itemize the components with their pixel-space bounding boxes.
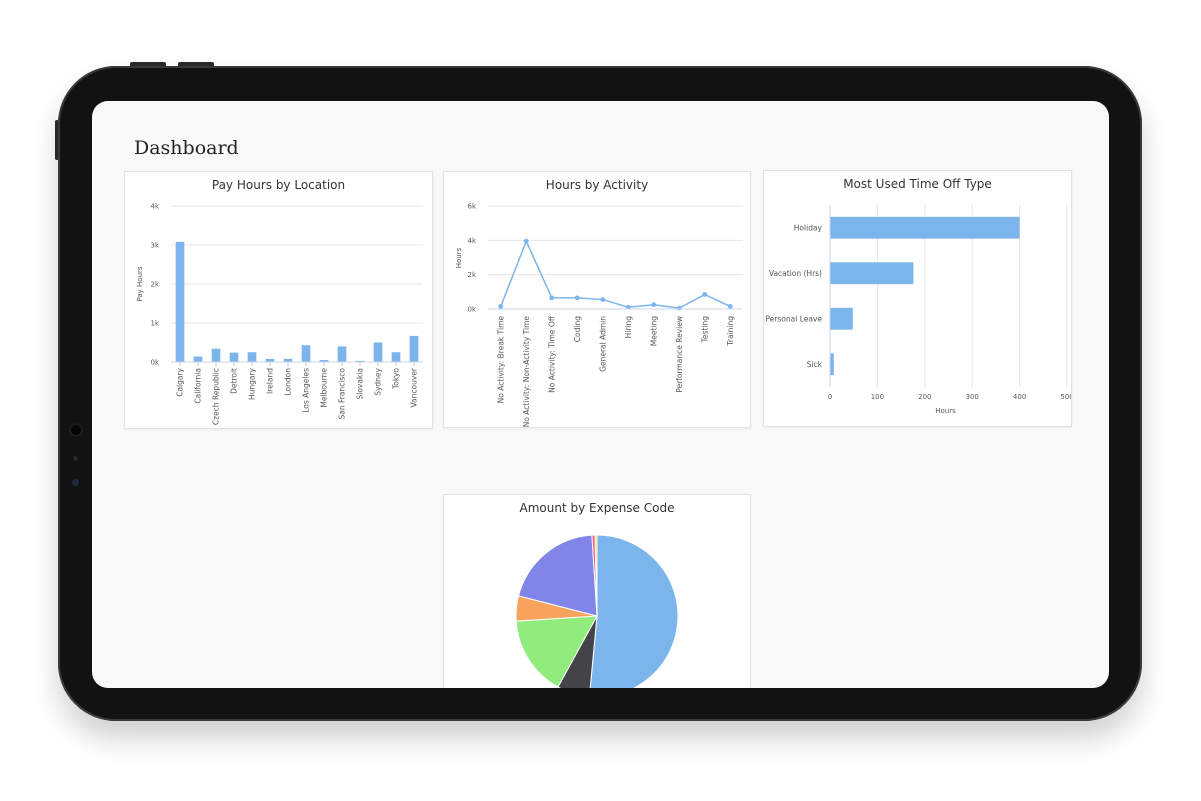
data-point [676,305,682,311]
x-tick-label: San Francisco [338,368,347,420]
volume-down-button [178,62,214,67]
x-tick-label: Performance Review [675,316,684,393]
sensor-dot [73,456,78,461]
y-tick-label: 4k [150,203,159,211]
x-tick-label: 500 [1060,393,1071,401]
data-point [574,295,580,301]
time-off-chart: 0 100 200 300 400 500 Hours Holiday Vacation (Hr… [765,205,1071,415]
bar [830,353,834,376]
y-tick-label: 0k [150,359,159,367]
x-tick-label: Czech Republic [212,368,221,425]
bar [355,360,365,362]
power-button [55,120,59,160]
x-tick-label: Testing [700,316,709,344]
x-tick-label: Meeting [649,316,658,346]
flash-dot [72,479,79,486]
time-off-chart-card: Most Used Time Off Type 0 100 200 300 400 500… [763,170,1072,427]
hours-by-activity-chart: 0k 2k 4k 6k Hours No Activity: Break Time No A… [455,203,743,427]
y-tick-label: 4k [467,237,476,245]
pie-slice [517,534,598,617]
data-point [600,297,606,302]
expense-code-chart-card: Amount by Expense Code [443,494,751,688]
y-tick-label: 2k [467,271,476,279]
hours-by-activity-chart-card: Hours by Activity 0k 2k 4k 6k Hours No Activi… [443,171,751,428]
x-tick-label: 200 [918,393,931,401]
y-tick-label: 0k [467,306,476,314]
data-point [651,302,657,308]
data-point [702,292,708,297]
x-tick-label: Slovakia [356,368,365,400]
pie-slice [515,615,598,688]
x-axis-label: Hours [935,407,956,415]
x-tick-label: Tokyo [392,368,401,390]
page-title: Dashboard [134,137,239,159]
chart-title: Hours by Activity [545,178,649,192]
bar [211,348,221,362]
x-tick-label: California [194,368,203,404]
chart-title: Pay Hours by Location [211,178,346,192]
bar [391,352,401,362]
x-tick-label: Hiring [624,316,633,339]
camera-icon [69,423,83,437]
data-point [498,304,504,309]
series-line [500,239,731,309]
y-tick-label: 3k [150,242,159,250]
bar [229,352,239,362]
y-tick-label: Holiday [794,223,823,232]
bar [175,241,185,362]
y-tick-label: 1k [150,320,159,328]
y-axis-label: Hours [455,247,463,268]
bar [301,345,311,362]
dashboard-screen: Dashboard Pay Hours by Location 0k 1k 2k 3k… [92,101,1109,688]
y-tick-label: 2k [150,281,159,289]
pie-slice [589,534,679,688]
x-tick-label: Melbourne [320,368,329,408]
x-tick-label: Calgary [176,367,185,396]
x-tick-label: Detroit [230,368,239,394]
x-tick-label: Training [726,316,735,347]
y-tick-label: Sick [807,360,823,369]
y-axis-label: Pay Hours [136,266,144,301]
y-tick-label: 6k [467,203,476,211]
x-tick-label: Vancouver [410,367,419,407]
bar [830,307,853,330]
bar [283,358,293,362]
x-tick-label: General Admin [598,316,607,372]
data-point [523,238,529,244]
data-point [727,304,733,309]
chart-title: Most Used Time Off Type [843,177,992,191]
bar [830,262,914,285]
pay-hours-chart: 0k 1k 2k 3k 4k Pay Hours Calgary California Czec… [136,203,423,425]
bar [319,360,329,362]
y-tick-label: Personal Leave [765,314,822,323]
pie-slice [594,534,598,617]
data-point [625,304,631,310]
x-tick-label: Los Angeles [302,368,311,413]
x-tick-label: Sydney [374,367,383,395]
bar [193,356,203,362]
pay-hours-chart-card: Pay Hours by Location 0k 1k 2k 3k 4k Pay Hour… [124,171,433,429]
x-tick-label: No Activity: Break Time [496,316,505,404]
x-tick-label: 400 [1013,393,1026,401]
bar [337,346,347,362]
bar [830,216,1020,239]
bar [373,342,383,362]
bar [409,335,419,362]
x-tick-label: London [284,368,293,396]
bar [247,352,257,362]
x-tick-label: No Activity: Non-Activity Time [522,316,531,427]
x-tick-label: 100 [871,393,884,401]
x-tick-label: 300 [966,393,979,401]
x-tick-label: Coding [573,316,582,342]
x-tick-label: Ireland [266,368,275,394]
chart-title: Amount by Expense Code [519,501,675,515]
expense-code-chart [515,534,679,688]
x-tick-label: No Activity: Time Off [547,315,556,393]
x-tick-label: 0 [828,393,832,401]
volume-up-button [130,62,166,67]
data-point [549,295,555,301]
y-tick-label: Vacation (Hrs) [769,269,822,278]
x-tick-label: Hungary [248,367,257,400]
bar [265,358,275,362]
